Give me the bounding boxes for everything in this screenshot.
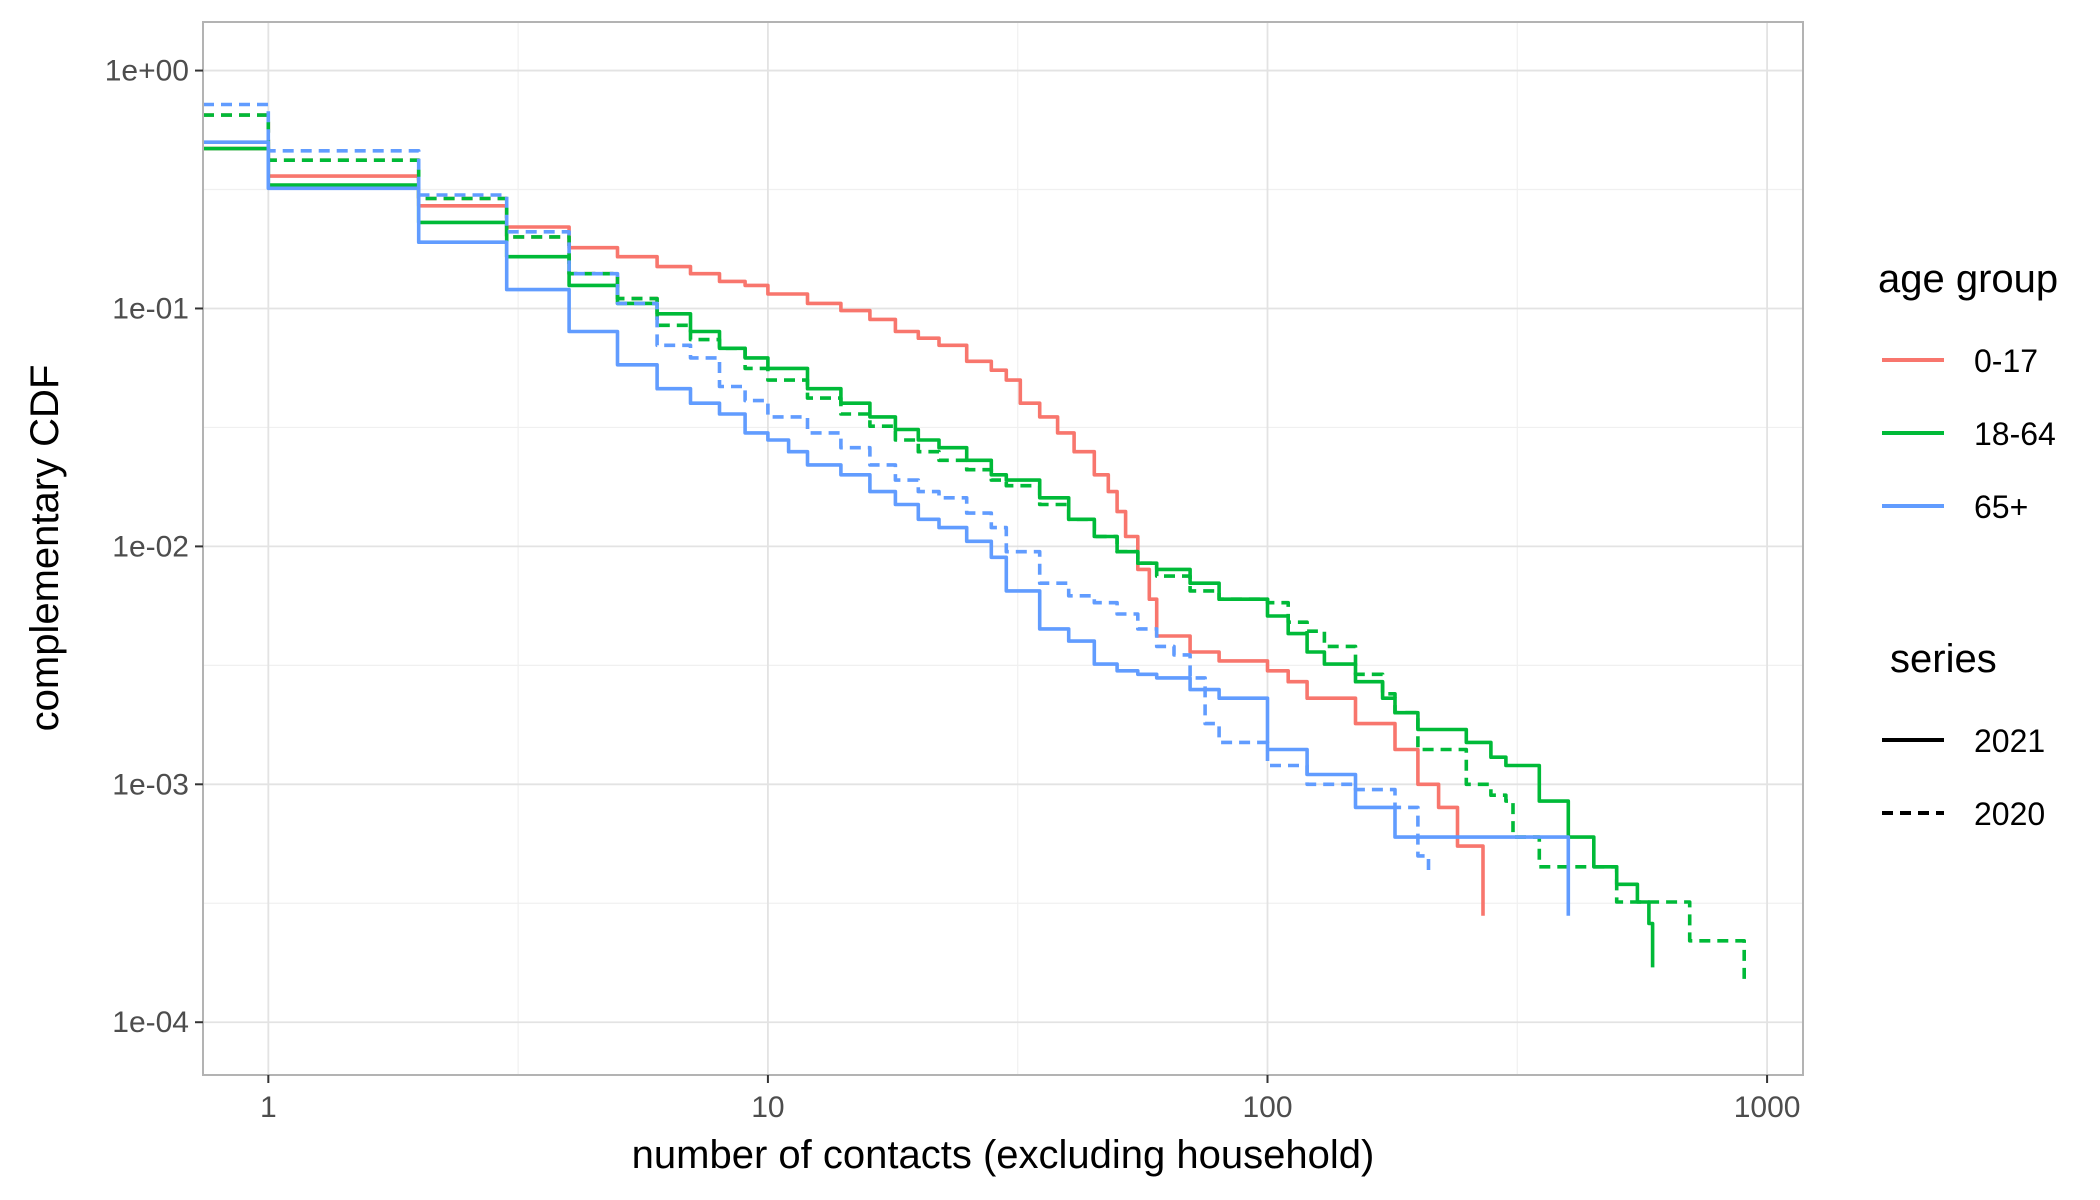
- x-tick-label: 10: [751, 1091, 784, 1124]
- x-tick-label: 1000: [1734, 1091, 1801, 1124]
- y-tick-label: 1e-02: [112, 530, 189, 563]
- x-tick-label: 1: [260, 1091, 277, 1124]
- series-line-0-17-dashed: [203, 113, 659, 309]
- series-line-65-plus-solid: [203, 140, 1571, 916]
- y-tick-label: 1e-03: [112, 768, 189, 801]
- y-tick-label: 1e-01: [112, 292, 189, 325]
- legend-label-2021: 2021: [1974, 723, 2045, 759]
- x-tick-label: 100: [1242, 1091, 1292, 1124]
- legend-label-65-plus: 65+: [1974, 489, 2028, 525]
- legend-label-2020: 2020: [1974, 796, 2045, 832]
- series-line-18-64-solid: [203, 146, 1655, 968]
- y-tick-label: 1e-04: [112, 1006, 189, 1039]
- legend-color-title: age group: [1878, 257, 2058, 301]
- series-line-0-17-solid: [203, 146, 1485, 916]
- plot-panel-border: [202, 21, 1804, 1076]
- legend-series-title: series: [1890, 637, 1997, 681]
- y-tick-label: 1e+00: [105, 55, 189, 88]
- legend-label-0-17: 0-17: [1974, 343, 2038, 379]
- x-axis-title: number of contacts (excluding household): [632, 1133, 1375, 1177]
- grid: [203, 22, 1803, 1075]
- legend-label-18-64: 18-64: [1974, 416, 2056, 452]
- series-line-18-64-dashed: [203, 113, 1746, 981]
- series-lines: [203, 102, 1746, 981]
- legend: age group 0-17 18-64 65+ series 2021 202…: [1878, 257, 2058, 832]
- series-line-65-plus-dashed: [203, 102, 1431, 874]
- axis-ticks: 1 10 100 1000 1e+00 1e-01 1e-02 1e-03 1e-04: [105, 55, 1801, 1124]
- y-axis-title: complementary CDF: [23, 365, 67, 732]
